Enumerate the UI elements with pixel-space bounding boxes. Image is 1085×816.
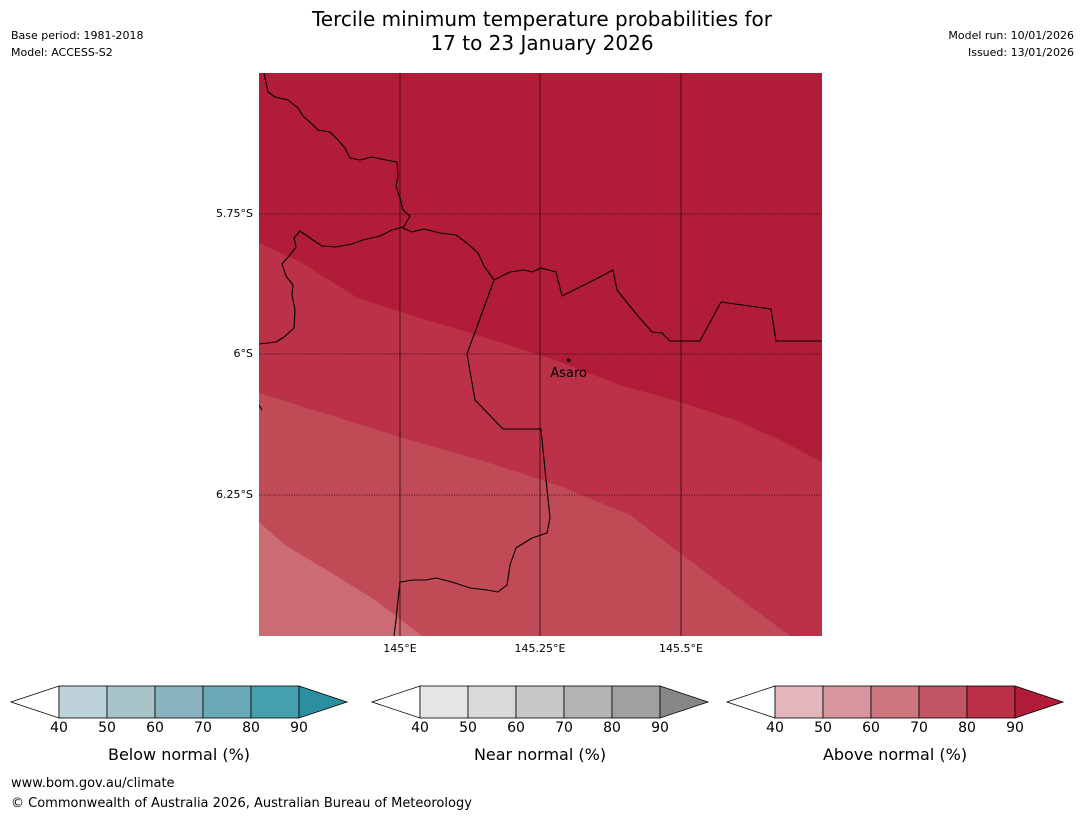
- colorbar-tick-label: 80: [603, 720, 621, 736]
- probability-field: Asaro: [259, 73, 822, 636]
- colorbar-near-normal: [370, 685, 710, 719]
- colorbar-tick-label: 80: [242, 720, 260, 736]
- colorbar-tick-label: 40: [766, 720, 784, 736]
- colorbar-segment: [58, 685, 108, 719]
- place-label-asaro: Asaro: [550, 366, 587, 381]
- colorbar-over-arrow: [1014, 685, 1065, 719]
- colorbar-below-normal: [9, 685, 349, 719]
- meta-right: Model run: 10/01/2026 Issued: 13/01/2026: [948, 27, 1074, 61]
- colorbar-over-arrow: [298, 685, 349, 719]
- colorbar-tick-label: 40: [50, 720, 68, 736]
- colorbar-tick-label: 70: [910, 720, 928, 736]
- colorbar-segment: [774, 685, 824, 719]
- colorbar-tick-label: 90: [651, 720, 669, 736]
- meta-left: Base period: 1981-2018 Model: ACCESS-S2: [11, 27, 143, 61]
- footer: www.bom.gov.au/climate © Commonwealth of…: [11, 774, 472, 814]
- lon-label: 145.5°E: [659, 642, 703, 655]
- colorbar-over-arrow: [659, 685, 710, 719]
- probability-band-50-60: [259, 522, 422, 636]
- colorbar-segment: [250, 685, 300, 719]
- colorbar-segment: [611, 685, 661, 719]
- base-period: Base period: 1981-2018: [11, 29, 144, 42]
- title-line-2: 17 to 23 January 2026: [430, 31, 654, 55]
- colorbar-title: Below normal (%): [107, 745, 251, 764]
- colorbar-tick-label: 50: [814, 720, 832, 736]
- map-title: Tercile minimum temperature probabilitie…: [242, 7, 842, 55]
- boundary-central: [393, 279, 551, 636]
- colorbar-segment: [202, 685, 252, 719]
- colorbar-under-arrow: [725, 685, 776, 719]
- colorbar-tick-label: 90: [290, 720, 308, 736]
- colorbar-under-arrow: [370, 685, 421, 719]
- lon-label: 145.25°E: [515, 642, 566, 655]
- lat-label: 5.75°S: [216, 207, 253, 220]
- boundary-western: [259, 226, 404, 345]
- colorbar-tick-label: 50: [98, 720, 116, 736]
- probability-band-60-70: [259, 393, 790, 636]
- colorbar-segment: [918, 685, 968, 719]
- colorbar-tick-label: 70: [194, 720, 212, 736]
- latitude-labels: 5.75°S 6°S 6.25°S: [216, 207, 253, 501]
- lat-label: 6.25°S: [216, 488, 253, 501]
- colorbar-segment: [563, 685, 613, 719]
- issued-date: Issued: 13/01/2026: [967, 46, 1074, 59]
- colorbar-tick-label: 40: [411, 720, 429, 736]
- colorbar-above-normal: [725, 685, 1065, 719]
- gridlines: [259, 73, 822, 636]
- colorbar-segment: [870, 685, 920, 719]
- colorbar-segment: [467, 685, 517, 719]
- title-line-1: Tercile minimum temperature probabilitie…: [311, 7, 773, 31]
- footer-copyright: © Commonwealth of Australia 2026, Austra…: [11, 796, 472, 811]
- boundary-edge-mark: [259, 404, 263, 411]
- colorbar-tick-label: 60: [146, 720, 164, 736]
- boundary-northern: [263, 73, 822, 342]
- longitude-labels: 145°E 145.25°E 145.5°E: [383, 642, 703, 655]
- colorbar-segment: [154, 685, 204, 719]
- colorbar-under-arrow: [9, 685, 60, 719]
- footer-url: www.bom.gov.au/climate: [11, 776, 175, 791]
- model-name: Model: ACCESS-S2: [11, 46, 113, 59]
- lat-label: 6°S: [234, 347, 253, 360]
- colorbar-tick-label: 50: [459, 720, 477, 736]
- colorbar-title: Near normal (%): [473, 745, 607, 764]
- colorbar-segment: [106, 685, 156, 719]
- colorbar-tick-label: 70: [555, 720, 573, 736]
- colorbar-tick-label: 80: [958, 720, 976, 736]
- place-marker: [566, 358, 571, 362]
- colorbar-segment: [419, 685, 469, 719]
- colorbar-segment: [822, 685, 872, 719]
- model-run: Model run: 10/01/2026: [948, 29, 1074, 42]
- colorbar-tick-label: 60: [507, 720, 525, 736]
- colorbar-title: Above normal (%): [822, 745, 968, 764]
- colorbar-tick-label: 60: [862, 720, 880, 736]
- colorbar-segment: [966, 685, 1016, 719]
- colorbar-segment: [515, 685, 565, 719]
- lon-label: 145°E: [383, 642, 416, 655]
- colorbar-tick-label: 90: [1006, 720, 1024, 736]
- province-boundaries: [259, 73, 822, 636]
